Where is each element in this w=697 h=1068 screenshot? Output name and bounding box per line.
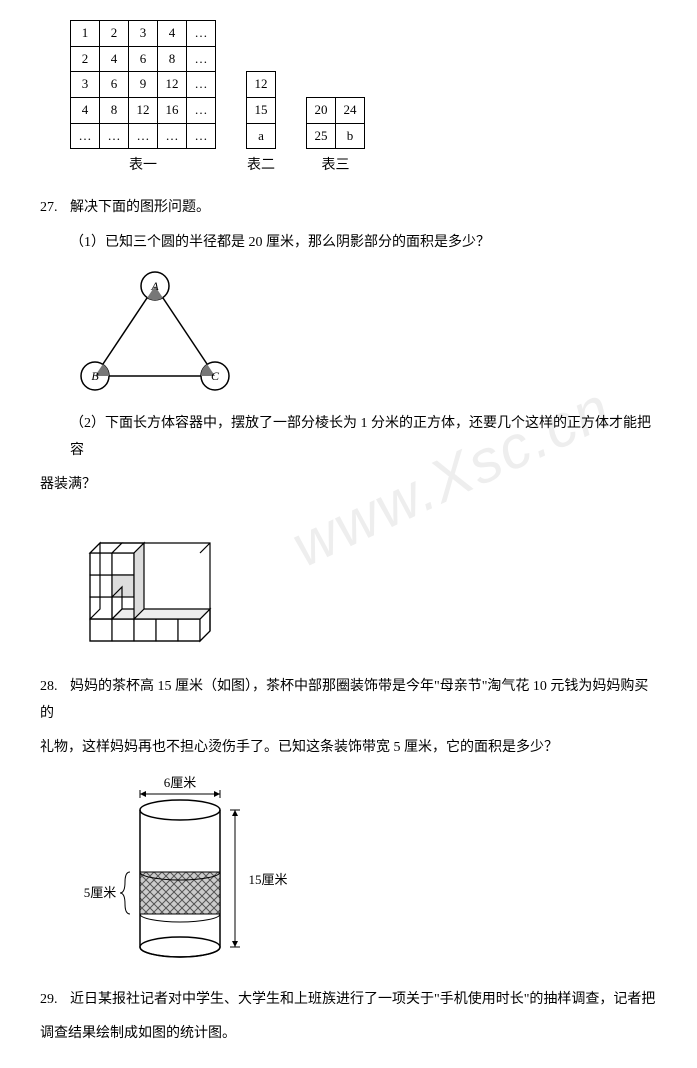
cell: 12 (129, 98, 158, 124)
cell: 4 (100, 46, 129, 72)
cell: a (247, 123, 276, 149)
cell: 20 (307, 98, 336, 124)
cell: … (187, 123, 216, 149)
table-row: 20 24 (307, 98, 365, 124)
q27-stem: 27.解决下面的图形问题。 (40, 195, 657, 222)
cell: 16 (158, 98, 187, 124)
cell: 8 (158, 46, 187, 72)
table-row: 12 (247, 72, 276, 98)
vertex-b: B (91, 369, 99, 383)
table-2-caption: 表二 (247, 153, 275, 180)
q28-text1: 妈妈的茶杯高 15 厘米（如图），茶杯中部那圈装饰带是今年"母亲节"淘气花 10… (40, 679, 648, 721)
table-row: 2 4 6 8 … (71, 46, 216, 72)
cell: 24 (336, 98, 365, 124)
cell: 12 (158, 72, 187, 98)
table-3-block: 20 24 25 b 表三 (306, 97, 365, 180)
q27-p2b: 器装满？ (40, 472, 657, 499)
table-row: 25 b (307, 123, 365, 149)
table-1: 1 2 3 4 … 2 4 6 8 … 3 6 9 12 … 4 (70, 20, 216, 149)
cell: 3 (71, 72, 100, 98)
q28-line2: 礼物，这样妈妈再也不担心烫伤手了。已知这条装饰带宽 5 厘米，它的面积是多少？ (40, 735, 657, 762)
cell: … (187, 46, 216, 72)
cell: 3 (129, 21, 158, 47)
cell: 1 (71, 21, 100, 47)
cell: … (187, 21, 216, 47)
cell: 4 (158, 21, 187, 47)
table-row: 3 6 9 12 … (71, 72, 216, 98)
cell: 9 (129, 72, 158, 98)
q28-line1: 28.妈妈的茶杯高 15 厘米（如图），茶杯中部那圈装饰带是今年"母亲节"淘气花… (40, 674, 657, 727)
table-row: 1 2 3 4 … (71, 21, 216, 47)
q28-figure-cup: 6厘米 5厘米 15厘米 (70, 772, 657, 972)
q27-figure-triangle: A B C (70, 266, 657, 396)
table-row: … … … … … (71, 123, 216, 149)
q28-number: 28. (40, 674, 70, 701)
cell: 15 (247, 98, 276, 124)
cell: 8 (100, 98, 129, 124)
q27-text: 解决下面的图形问题。 (70, 200, 210, 215)
table-row: 4 8 12 16 … (71, 98, 216, 124)
q27-p1: （1）已知三个圆的半径都是 20 厘米，那么阴影部分的面积是多少？ (70, 230, 657, 257)
q29-line1: 29.近日某报社记者对中学生、大学生和上班族进行了一项关于"手机使用时长"的抽样… (40, 987, 657, 1014)
q27-number: 27. (40, 195, 70, 222)
q27-p2: （2）下面长方体容器中，摆放了一部分棱长为 1 分米的正方体，还要几个这样的正方… (70, 411, 657, 464)
q29-number: 29. (40, 987, 70, 1014)
table-3-caption: 表三 (322, 153, 350, 180)
cell: … (187, 72, 216, 98)
cell: 2 (71, 46, 100, 72)
vertex-c: C (211, 369, 220, 383)
table-1-caption: 表一 (129, 153, 157, 180)
label-left: 5厘米 (84, 885, 117, 900)
q29-text1: 近日某报社记者对中学生、大学生和上班族进行了一项关于"手机使用时长"的抽样调查，… (70, 992, 655, 1007)
cell: 2 (100, 21, 129, 47)
cell: 6 (129, 46, 158, 72)
table-row: 15 (247, 98, 276, 124)
cell: … (71, 123, 100, 149)
cell: 4 (71, 98, 100, 124)
cell: 25 (307, 123, 336, 149)
cell: … (158, 123, 187, 149)
q27-figure-cubes (70, 509, 657, 659)
table-1-block: 1 2 3 4 … 2 4 6 8 … 3 6 9 12 … 4 (70, 20, 216, 180)
tables-row: 1 2 3 4 … 2 4 6 8 … 3 6 9 12 … 4 (70, 20, 657, 180)
cell: … (100, 123, 129, 149)
cell: 6 (100, 72, 129, 98)
cell: … (187, 98, 216, 124)
q29-line2: 调查结果绘制成如图的统计图。 (40, 1021, 657, 1048)
table-2: 12 15 a (246, 71, 276, 149)
label-top: 6厘米 (164, 775, 197, 790)
vertex-a: A (150, 279, 159, 293)
cell: b (336, 123, 365, 149)
cell: 12 (247, 72, 276, 98)
table-2-block: 12 15 a 表二 (246, 71, 276, 180)
table-row: a (247, 123, 276, 149)
cell: … (129, 123, 158, 149)
table-3: 20 24 25 b (306, 97, 365, 149)
label-right: 15厘米 (248, 872, 287, 887)
